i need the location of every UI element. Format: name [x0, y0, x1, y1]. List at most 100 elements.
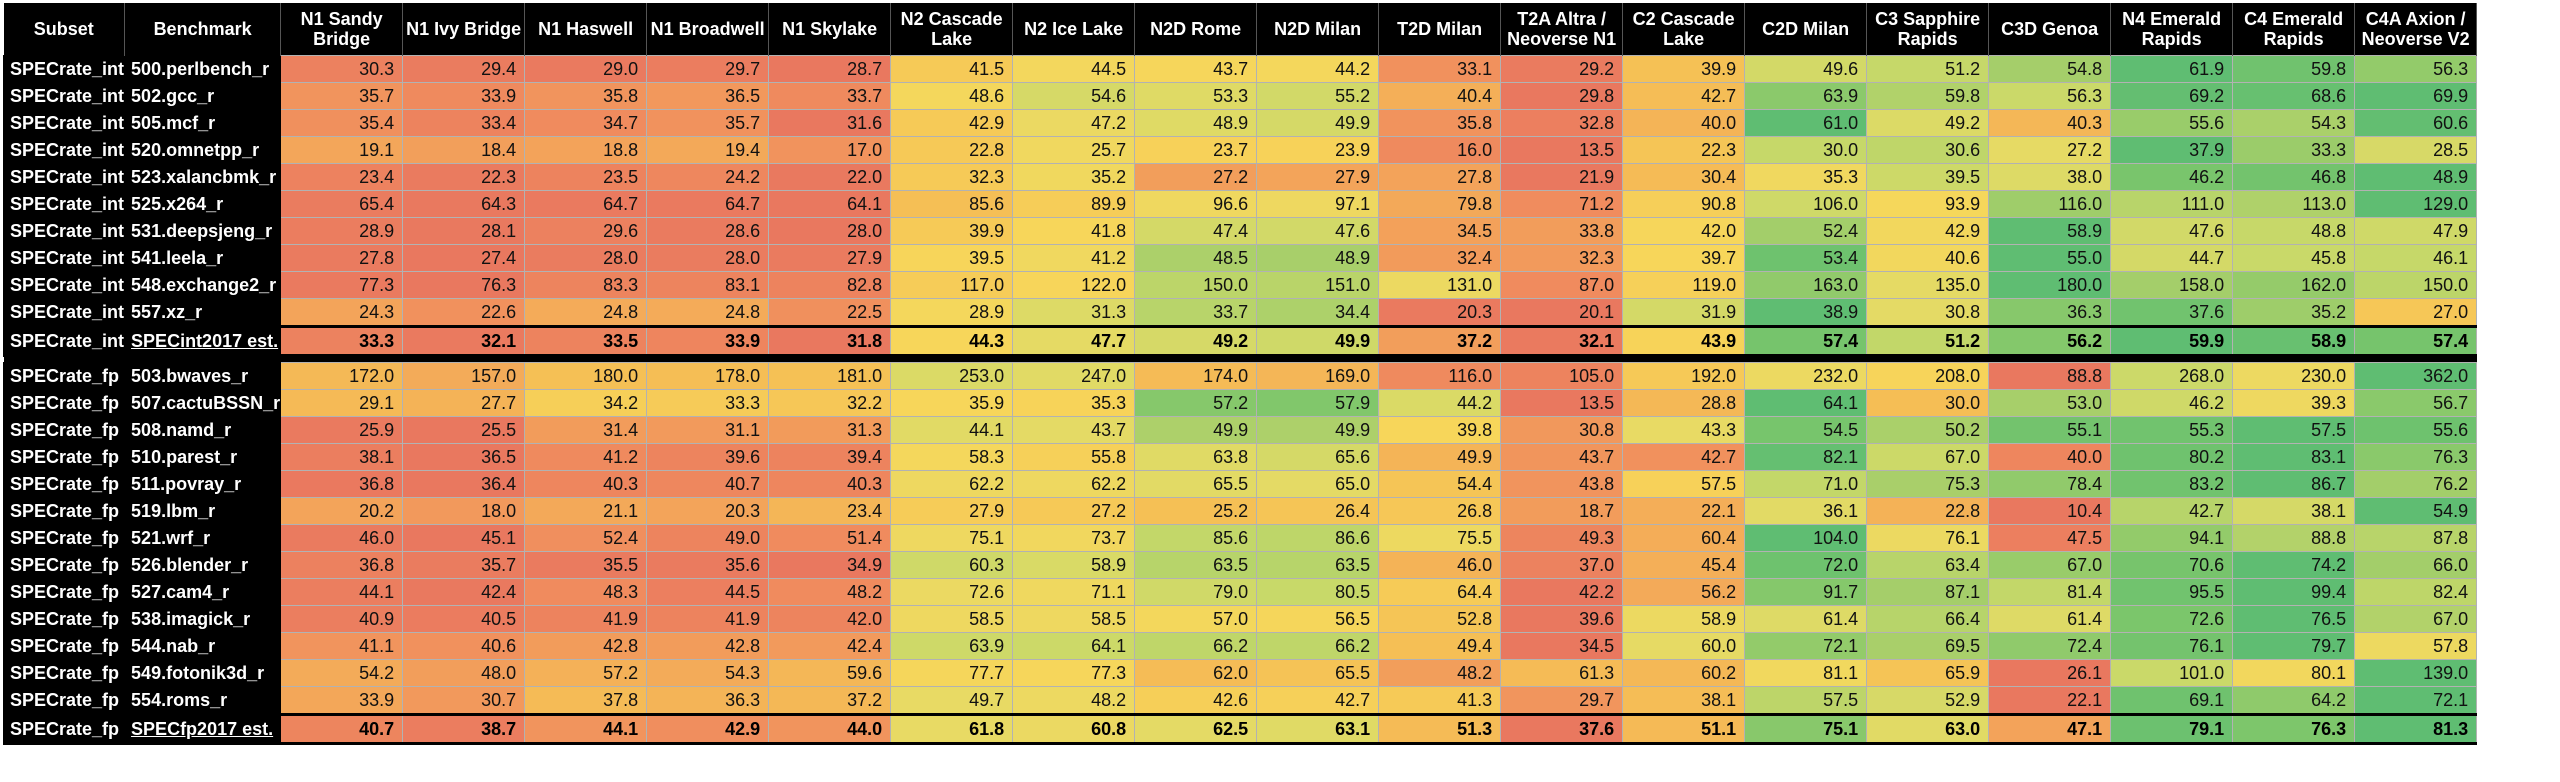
- benchmark-name: 519.lbm_r: [131, 500, 216, 521]
- value-cell: 35.9: [890, 389, 1014, 417]
- benchmark-name: 531.deepsjeng_r: [131, 220, 273, 241]
- value-cell: 58.5: [890, 605, 1014, 633]
- value-cell: 31.1: [646, 416, 770, 444]
- value-cell: 48.9: [2354, 163, 2478, 191]
- value-cell: 42.9: [1866, 217, 1990, 245]
- value-cell: 51.2: [1866, 55, 1990, 83]
- value-cell: 31.4: [524, 416, 648, 444]
- value-cell: 66.4: [1866, 605, 1990, 633]
- value-cell: 104.0: [1744, 524, 1868, 552]
- value-cell: 41.1: [280, 632, 404, 660]
- value-cell: 27.2: [1988, 136, 2112, 164]
- value-cell: 82.1: [1744, 443, 1868, 471]
- value-cell: 66.0: [2354, 551, 2478, 579]
- value-cell: 43.7: [1012, 416, 1136, 444]
- value-cell: 54.3: [2232, 109, 2356, 137]
- value-cell: 70.6: [2110, 551, 2234, 579]
- value-cell: 54.5: [1744, 416, 1868, 444]
- benchmark-name: 523.xalancbmk_r: [131, 166, 277, 187]
- column-header: N1 Broadwell: [646, 3, 770, 56]
- value-cell: 43.9: [1622, 325, 1746, 357]
- value-cell: 47.6: [1256, 217, 1380, 245]
- benchmark-heatmap-table: Subset Benchmark N1 Sandy Bridge N1 Ivy Bri…: [2, 3, 2478, 745]
- value-cell: 44.3: [890, 325, 1014, 357]
- value-cell: 16.0: [1378, 136, 1502, 164]
- value-cell: 64.4: [1378, 578, 1502, 606]
- value-cell: 42.4: [402, 578, 526, 606]
- value-cell: 71.1: [1012, 578, 1136, 606]
- value-cell: 39.6: [646, 443, 770, 471]
- value-cell: 24.8: [646, 298, 770, 327]
- value-cell: 85.6: [890, 190, 1014, 218]
- value-cell: 180.0: [1988, 271, 2112, 299]
- value-cell: 28.9: [280, 217, 404, 245]
- value-cell: 40.3: [768, 470, 892, 498]
- value-cell: 268.0: [2110, 362, 2234, 390]
- benchmark-cell: 549.fotonik3d_r: [124, 659, 282, 687]
- subset-cell: SPECrate_fp: [2, 605, 126, 633]
- value-cell: 57.4: [1744, 325, 1868, 357]
- value-cell: 52.4: [524, 524, 648, 552]
- value-cell: 60.0: [1622, 632, 1746, 660]
- value-cell: 22.5: [768, 298, 892, 327]
- value-cell: 41.2: [524, 443, 648, 471]
- value-cell: 42.6: [1134, 686, 1258, 715]
- subset-cell: SPECrate_int: [2, 217, 126, 245]
- value-cell: 28.8: [1622, 389, 1746, 417]
- value-cell: 60.8: [1012, 713, 1136, 745]
- column-header: N2D Rome: [1134, 3, 1258, 56]
- value-cell: 87.8: [2354, 524, 2478, 552]
- benchmark-cell: 523.xalancbmk_r: [124, 163, 282, 191]
- benchmark-cell: 519.lbm_r: [124, 497, 282, 525]
- value-cell: 81.3: [2354, 713, 2478, 745]
- value-cell: 42.9: [646, 713, 770, 745]
- value-cell: 61.9: [2110, 55, 2234, 83]
- value-cell: 40.7: [646, 470, 770, 498]
- value-cell: 32.3: [1500, 244, 1624, 272]
- value-cell: 52.9: [1866, 686, 1990, 715]
- value-cell: 23.5: [524, 163, 648, 191]
- benchmark-row: SPECrate_fp 510.parest_r 38.1 36.5 41.2 39.6 3…: [2, 443, 2478, 471]
- value-cell: 47.4: [1134, 217, 1258, 245]
- value-cell: 75.5: [1378, 524, 1502, 552]
- value-cell: 30.8: [1500, 416, 1624, 444]
- value-cell: 61.4: [1744, 605, 1868, 633]
- value-cell: 68.6: [2232, 82, 2356, 110]
- value-cell: 33.8: [1500, 217, 1624, 245]
- value-cell: 64.1: [768, 190, 892, 218]
- benchmark-name: SPECint2017 est.: [131, 330, 279, 351]
- value-cell: 36.5: [402, 443, 526, 471]
- value-cell: 30.0: [1744, 136, 1868, 164]
- column-header: N1 Ivy Bridge: [402, 3, 526, 56]
- value-cell: 32.1: [402, 325, 526, 357]
- value-cell: 91.7: [1744, 578, 1868, 606]
- value-cell: 56.3: [1988, 82, 2112, 110]
- value-cell: 116.0: [1378, 362, 1502, 390]
- benchmark-cell: 521.wrf_r: [124, 524, 282, 552]
- value-cell: 174.0: [1134, 362, 1258, 390]
- benchmark-name: 541.leela_r: [131, 247, 224, 268]
- column-header: C3 Sapphire Rapids: [1866, 3, 1990, 56]
- value-cell: 22.1: [1988, 686, 2112, 715]
- value-cell: 80.1: [2232, 659, 2356, 687]
- value-cell: 79.1: [2110, 713, 2234, 745]
- value-cell: 76.3: [402, 271, 526, 299]
- value-cell: 25.5: [402, 416, 526, 444]
- value-cell: 83.1: [646, 271, 770, 299]
- value-cell: 116.0: [1988, 190, 2112, 218]
- value-cell: 48.9: [1134, 109, 1258, 137]
- value-cell: 150.0: [1134, 271, 1258, 299]
- value-cell: 54.2: [280, 659, 404, 687]
- value-cell: 69.2: [2110, 82, 2234, 110]
- value-cell: 36.3: [1988, 298, 2112, 327]
- value-cell: 48.2: [1012, 686, 1136, 715]
- column-header: N1 Haswell: [524, 3, 648, 56]
- column-header: N2 Ice Lake: [1012, 3, 1136, 56]
- benchmark-row: SPECrate_int 531.deepsjeng_r 28.9 28.1 29.6 2…: [2, 217, 2478, 245]
- benchmark-name: 507.cactuBSSN_r: [131, 392, 281, 413]
- value-cell: 36.5: [646, 82, 770, 110]
- value-cell: 42.8: [646, 632, 770, 660]
- benchmark-cell: SPECint2017 est.: [124, 325, 282, 357]
- benchmark-cell: 548.exchange2_r: [124, 271, 282, 299]
- value-cell: 42.4: [768, 632, 892, 660]
